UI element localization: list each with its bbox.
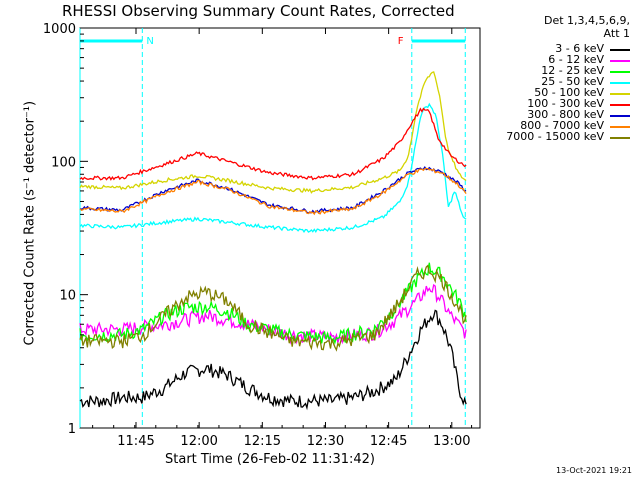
series-line-1 — [79, 309, 467, 411]
x-tick-label-4: 12:30 — [307, 434, 344, 449]
legend-item: 800 - 7000 keV — [520, 119, 604, 132]
series-line-5 — [79, 71, 467, 194]
y-tick-label-2: 10 — [59, 289, 76, 304]
attenuator-label: Att 1 — [603, 27, 630, 40]
x-axis-label: Start Time (26-Feb-02 11:31:42) — [165, 452, 375, 467]
legend-item: 300 - 800 keV — [527, 108, 604, 121]
x-tick-label-2: 12:00 — [180, 434, 217, 449]
detector-label: Det 1,3,4,5,6,9, — [543, 14, 630, 27]
y-axis-label: Corrected Count Rate (s⁻¹ detector⁻¹) — [22, 100, 38, 346]
legend-item: 50 - 100 keV — [534, 86, 604, 99]
x-tick-label-1: 11:45 — [117, 434, 154, 449]
series-line-8 — [79, 167, 467, 216]
flag-label-f: F — [398, 36, 404, 47]
y-tick-label-1: 1 — [68, 422, 76, 437]
legend-item: 6 - 12 keV — [548, 53, 604, 66]
legend-item: 3 - 6 keV — [555, 42, 604, 55]
legend-swatch — [610, 93, 630, 95]
legend-swatch — [610, 137, 630, 139]
series-line-9 — [79, 264, 467, 352]
legend-swatch — [610, 82, 630, 84]
x-tick-label-3: 12:15 — [244, 434, 281, 449]
x-tick-label-5: 12:45 — [370, 434, 407, 449]
legend-item: 100 - 300 keV — [527, 97, 604, 110]
flag-label-n: N — [146, 36, 153, 47]
legend-item: 12 - 25 keV — [541, 64, 604, 77]
legend-swatch — [610, 60, 630, 62]
legend-item: 25 - 50 keV — [541, 75, 604, 88]
legend-swatch — [610, 115, 630, 117]
y-tick-label-3: 100 — [51, 155, 76, 170]
legend-item: 7000 - 15000 keV — [506, 130, 604, 143]
legend-swatch — [610, 126, 630, 128]
chart-title: RHESSI Observing Summary Count Rates, Co… — [62, 2, 455, 20]
legend-swatch — [610, 49, 630, 51]
legend-swatch — [610, 71, 630, 73]
series-line-6 — [79, 107, 467, 181]
series-line-4 — [79, 102, 467, 233]
y-tick-label-4: 1000 — [43, 22, 76, 37]
legend-swatch — [610, 104, 630, 106]
generated-timestamp: 13-Oct-2021 19:21 — [556, 466, 632, 475]
x-tick-label-6: 13:00 — [433, 434, 470, 449]
